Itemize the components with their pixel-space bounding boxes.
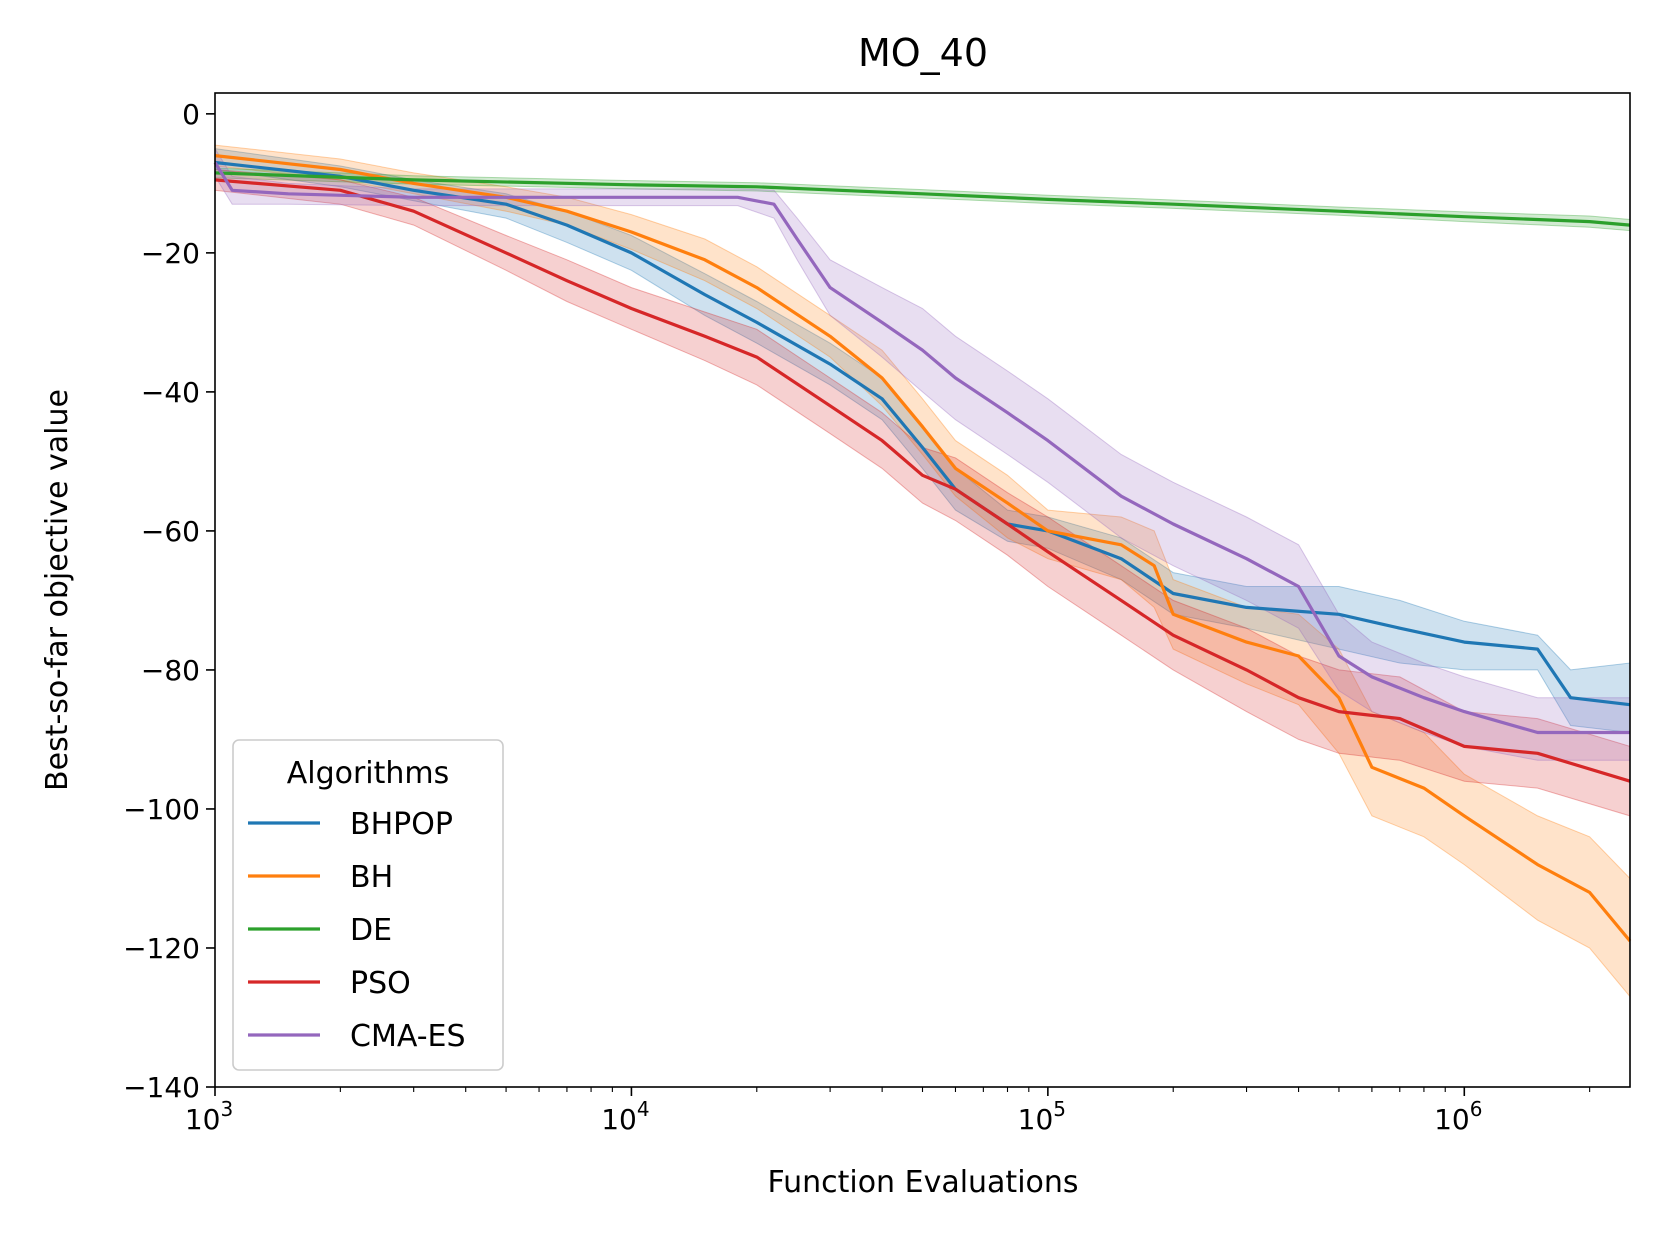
x-tick-label: 104: [601, 1097, 649, 1136]
y-tick-label: −120: [123, 932, 200, 965]
y-tick-label: −20: [141, 237, 200, 270]
y-axis-label: Best-so-far objective value: [40, 389, 75, 791]
x-tick-label: 103: [185, 1097, 233, 1136]
legend-label-bhpop: BHPOP: [350, 807, 453, 842]
legend-entries: BHPOP BH DE PSO CMA-ES: [248, 807, 466, 1054]
y-tick-label: −40: [141, 376, 200, 409]
x-axis-label: Function Evaluations: [767, 1165, 1078, 1200]
chart-title: MO_40: [858, 31, 988, 75]
series-lines: [213, 154, 1632, 943]
y-tick-label: −80: [141, 654, 200, 687]
y-tick-label: −140: [123, 1071, 200, 1104]
series-line-cma-es: [213, 161, 1630, 735]
y-tick-label: −100: [123, 793, 200, 826]
x-tick-label: 106: [1434, 1097, 1482, 1136]
series-line-bh: [214, 154, 1632, 943]
x-tick-label: 105: [1018, 1097, 1066, 1136]
y-axis-ticks: 0 −20 −40 −60 −80 −100 −120 −140: [123, 98, 215, 1104]
y-tick-label: −60: [141, 515, 200, 548]
legend-label-pso: PSO: [350, 966, 411, 1001]
legend-label-de: DE: [350, 913, 392, 948]
x-axis-ticks: 103 104 105 106: [185, 1087, 1591, 1136]
legend: Algorithms BHPOP BH DE PSO CMA-ES: [232, 739, 504, 1071]
plot-frame: [214, 92, 1631, 1088]
legend-label-cma-es: CMA-ES: [350, 1019, 466, 1054]
legend-label-bh: BH: [350, 860, 393, 895]
series-line-pso: [214, 178, 1631, 783]
series-line-de: [214, 171, 1631, 227]
y-tick-label: 0: [182, 98, 200, 131]
legend-title: Algorithms: [287, 756, 450, 791]
